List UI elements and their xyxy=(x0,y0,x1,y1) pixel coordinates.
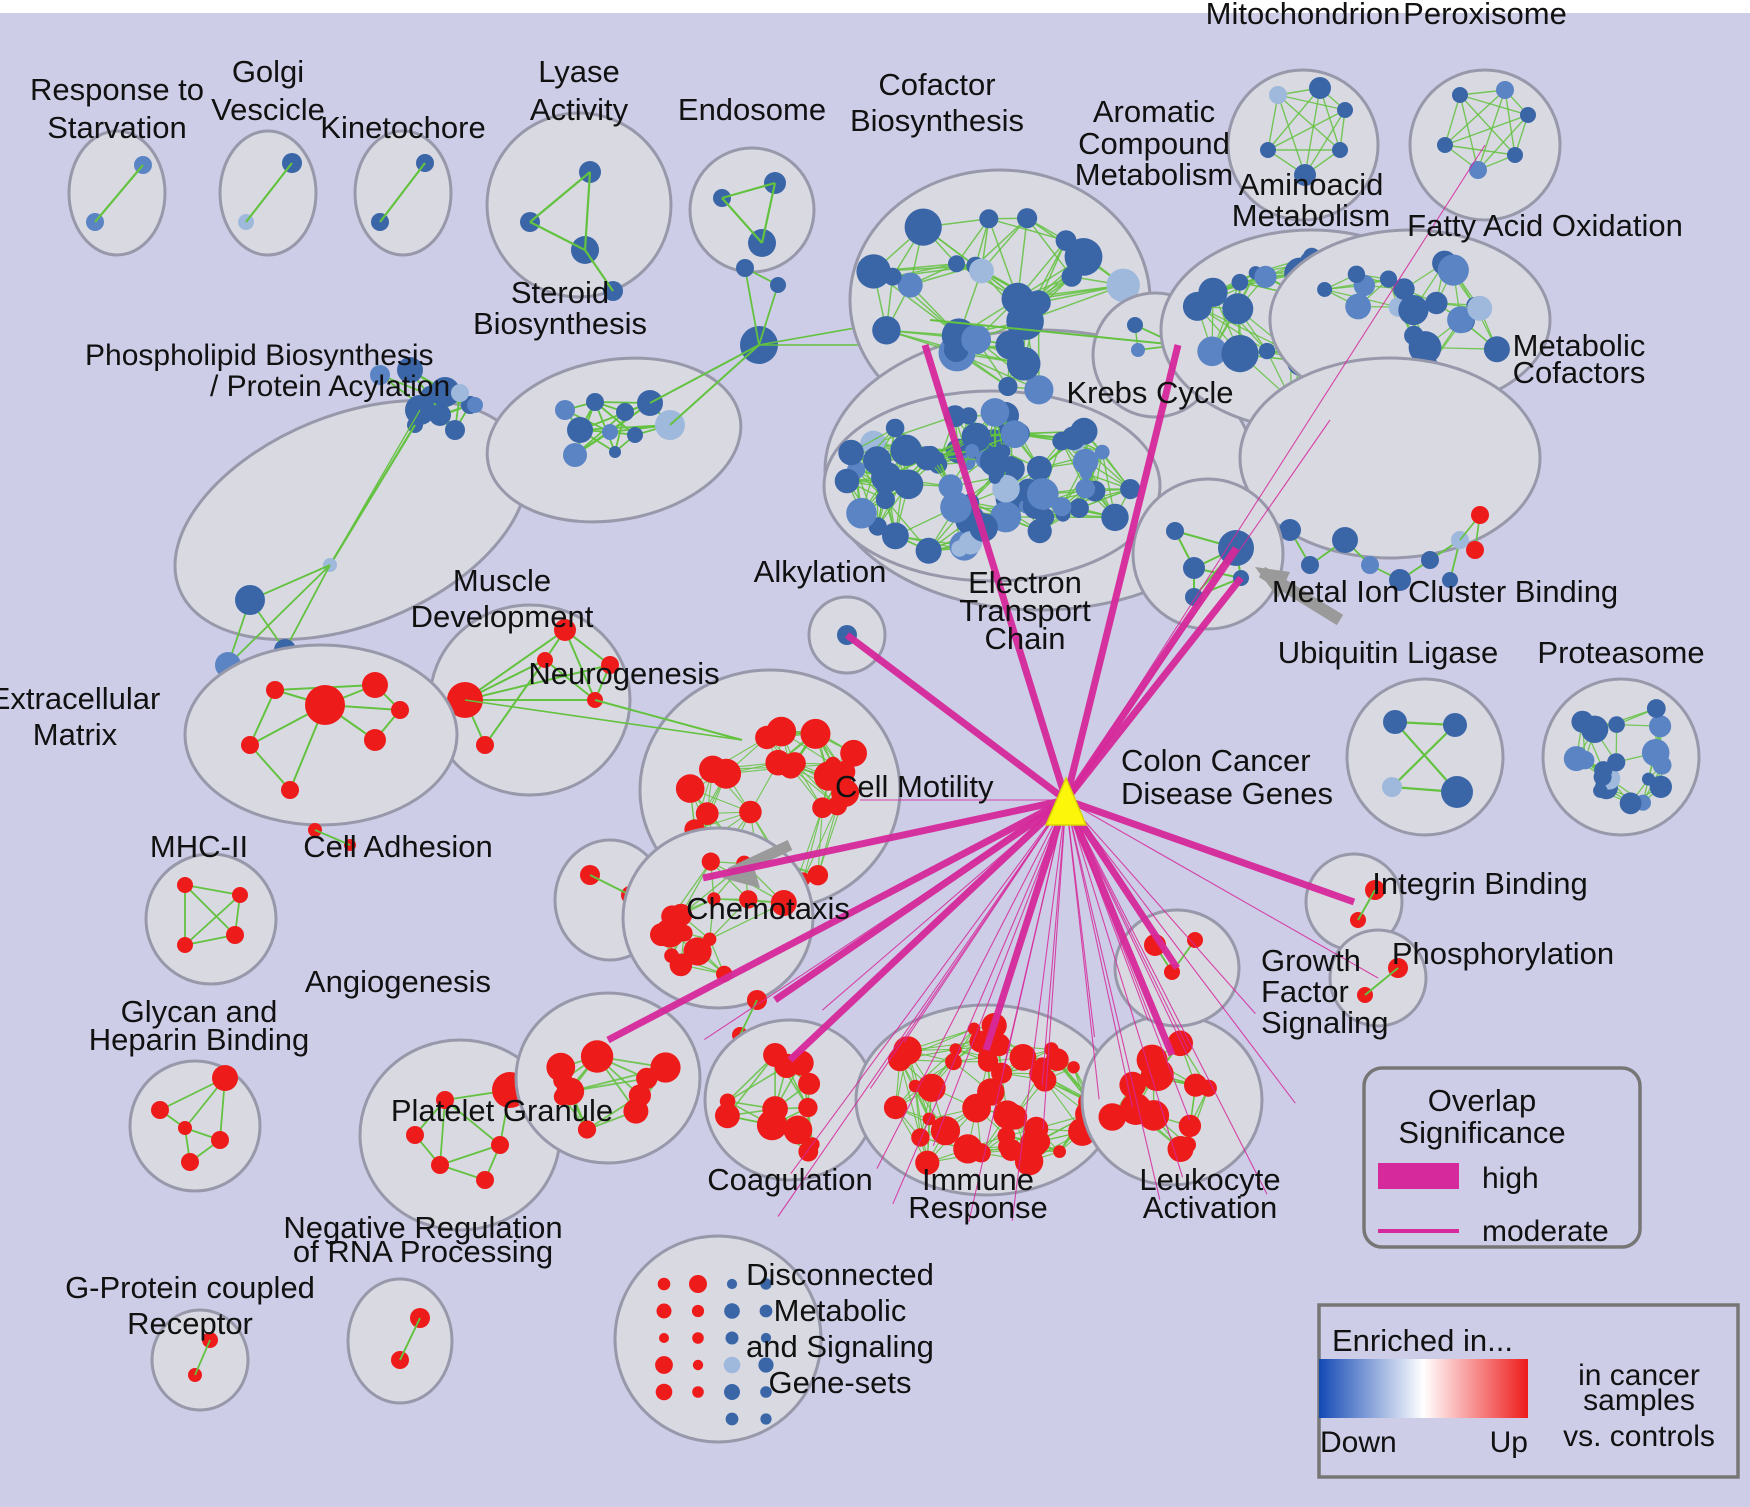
svg-text:Receptor: Receptor xyxy=(127,1306,253,1341)
svg-text:Signaling: Signaling xyxy=(1261,1005,1389,1040)
svg-text:Aminoacid: Aminoacid xyxy=(1239,167,1384,202)
svg-text:Peroxisome: Peroxisome xyxy=(1403,0,1567,31)
svg-text:Response: Response xyxy=(908,1190,1048,1225)
svg-text:Disease Genes: Disease Genes xyxy=(1121,776,1333,811)
svg-text:MHC-II: MHC-II xyxy=(150,829,248,864)
svg-text:Chemotaxis: Chemotaxis xyxy=(686,891,850,926)
svg-text:Up: Up xyxy=(1490,1426,1528,1459)
svg-text:Ubiquitin Ligase: Ubiquitin Ligase xyxy=(1278,635,1499,670)
svg-text:Coagulation: Coagulation xyxy=(707,1162,872,1197)
svg-text:Krebs Cycle: Krebs Cycle xyxy=(1066,375,1233,410)
svg-text:Factor: Factor xyxy=(1261,974,1349,1009)
svg-text:Extracellular: Extracellular xyxy=(0,681,160,716)
svg-text:Phospholipid Biosynthesis: Phospholipid Biosynthesis xyxy=(85,339,434,372)
svg-text:/ Protein Acylation: / Protein Acylation xyxy=(210,370,450,403)
svg-text:high: high xyxy=(1482,1162,1539,1195)
svg-text:Golgi: Golgi xyxy=(232,54,304,89)
svg-text:Lyase: Lyase xyxy=(538,54,620,89)
svg-text:Mitochondrion: Mitochondrion xyxy=(1206,0,1401,31)
svg-text:Enriched in...: Enriched in... xyxy=(1332,1323,1513,1358)
svg-text:vs. controls: vs. controls xyxy=(1563,1420,1715,1453)
svg-text:and Signaling: and Signaling xyxy=(746,1329,934,1364)
svg-text:Proteasome: Proteasome xyxy=(1537,635,1704,670)
svg-text:Angiogenesis: Angiogenesis xyxy=(305,964,491,999)
svg-text:Muscle: Muscle xyxy=(453,563,551,598)
svg-text:Overlap: Overlap xyxy=(1428,1083,1537,1118)
svg-text:Development: Development xyxy=(411,599,594,634)
svg-text:Down: Down xyxy=(1320,1426,1397,1459)
svg-text:Disconnected: Disconnected xyxy=(746,1257,934,1292)
svg-text:Response to: Response to xyxy=(30,72,204,107)
svg-text:Biosynthesis: Biosynthesis xyxy=(473,306,647,341)
svg-text:Fatty Acid Oxidation: Fatty Acid Oxidation xyxy=(1407,208,1683,243)
svg-text:Metabolic: Metabolic xyxy=(774,1293,907,1328)
svg-text:Metabolism: Metabolism xyxy=(1075,157,1234,192)
svg-text:moderate: moderate xyxy=(1482,1215,1609,1248)
svg-text:Colon Cancer: Colon Cancer xyxy=(1121,743,1311,778)
svg-text:Gene-sets: Gene-sets xyxy=(768,1365,911,1400)
svg-text:Activity: Activity xyxy=(530,92,629,127)
svg-text:Metal Ion Cluster Binding: Metal Ion Cluster Binding xyxy=(1272,574,1618,609)
svg-text:Platelet Granule: Platelet Granule xyxy=(391,1093,613,1128)
svg-text:Cofactors: Cofactors xyxy=(1513,355,1646,390)
svg-text:Cell Adhesion: Cell Adhesion xyxy=(303,829,493,864)
svg-text:Steroid: Steroid xyxy=(511,275,609,310)
svg-text:Growth: Growth xyxy=(1261,943,1361,978)
svg-text:Cofactor: Cofactor xyxy=(878,67,995,102)
svg-text:Alkylation: Alkylation xyxy=(754,554,887,589)
svg-text:G-Protein coupled: G-Protein coupled xyxy=(65,1270,315,1305)
svg-text:Starvation: Starvation xyxy=(47,110,187,145)
svg-text:Aromatic: Aromatic xyxy=(1093,94,1215,129)
svg-text:Endosome: Endosome xyxy=(678,92,826,127)
svg-text:Phosphorylation: Phosphorylation xyxy=(1392,936,1614,971)
svg-text:Activation: Activation xyxy=(1143,1190,1277,1225)
svg-text:of RNA Processing: of RNA Processing xyxy=(293,1234,553,1269)
svg-text:Neurogenesis: Neurogenesis xyxy=(528,656,719,691)
svg-text:Significance: Significance xyxy=(1398,1115,1565,1150)
svg-text:Metabolism: Metabolism xyxy=(1232,198,1391,233)
svg-text:samples: samples xyxy=(1583,1384,1695,1417)
svg-text:Matrix: Matrix xyxy=(33,717,118,752)
svg-text:Chain: Chain xyxy=(985,621,1066,656)
svg-text:Heparin Binding: Heparin Binding xyxy=(89,1022,310,1057)
svg-text:Kinetochore: Kinetochore xyxy=(320,110,485,145)
svg-text:Biosynthesis: Biosynthesis xyxy=(850,103,1024,138)
svg-text:Compound: Compound xyxy=(1078,126,1230,161)
svg-text:Vescicle: Vescicle xyxy=(211,92,325,127)
svg-text:Integrin Binding: Integrin Binding xyxy=(1372,866,1587,901)
svg-text:Cell Motility: Cell Motility xyxy=(835,769,994,804)
